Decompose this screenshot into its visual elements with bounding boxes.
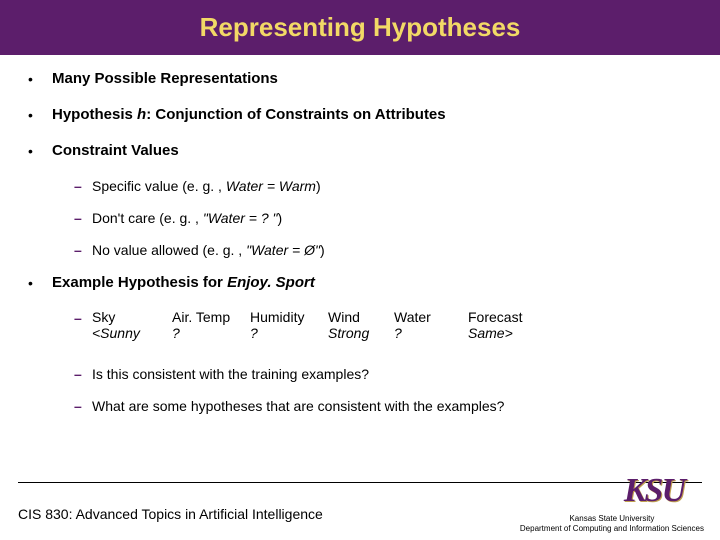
- bullet-item: • Hypothesis h: Conjunction of Constrain…: [28, 105, 692, 125]
- footer-affiliation: Kansas State University Department of Co…: [520, 514, 704, 534]
- slide-footer: KSU CIS 830: Advanced Topics in Artifici…: [0, 482, 720, 540]
- sub-bullet-item: – Is this consistent with the training e…: [74, 365, 692, 383]
- bullet-item: • Many Possible Representations: [28, 69, 692, 89]
- slide-title: Representing Hypotheses: [0, 12, 720, 43]
- bullet-text: Constraint Values: [52, 141, 179, 161]
- sub-bullet-item: – Specific value (e. g. , Water = Warm): [74, 177, 692, 195]
- bullet-text: Hypothesis h: Conjunction of Constraints…: [52, 105, 446, 125]
- footer-course: CIS 830: Advanced Topics in Artificial I…: [18, 506, 323, 522]
- footer-uni: Kansas State University: [520, 514, 704, 524]
- bullet-text: Many Possible Representations: [52, 69, 278, 89]
- text-span: Hypothesis: [52, 106, 137, 123]
- attr-value: ?: [172, 325, 250, 341]
- bullet-text: Example Hypothesis for Enjoy. Sport: [52, 273, 315, 293]
- slide-content: • Many Possible Representations • Hypoth…: [0, 55, 720, 415]
- sub-marker: –: [74, 365, 92, 383]
- attr-header: Humidity: [250, 309, 328, 325]
- bullet-marker: •: [28, 105, 52, 125]
- sub-marker: –: [74, 309, 92, 355]
- attr-header: Wind: [328, 309, 394, 325]
- text-span: Specific value (e. g. ,: [92, 178, 226, 194]
- title-bar: Representing Hypotheses: [0, 0, 720, 55]
- attr-header-row: Sky Air. Temp Humidity Wind Water Foreca…: [92, 309, 548, 325]
- attr-value: Strong: [328, 325, 394, 341]
- attr-header: Water: [394, 309, 468, 325]
- sub-text: Is this consistent with the training exa…: [92, 365, 369, 383]
- text-span: ): [320, 242, 325, 258]
- footer-divider: [18, 482, 702, 483]
- sub-bullet-item: – No value allowed (e. g. , "Water = Ø"): [74, 241, 692, 259]
- bullet-item: • Example Hypothesis for Enjoy. Sport: [28, 273, 692, 293]
- sub-marker: –: [74, 177, 92, 195]
- text-span: ): [316, 178, 321, 194]
- sub-bullet-item: – What are some hypotheses that are cons…: [74, 397, 692, 415]
- sub-marker: –: [74, 397, 92, 415]
- attr-header: Air. Temp: [172, 309, 250, 325]
- attr-grid: Sky Air. Temp Humidity Wind Water Foreca…: [92, 309, 548, 341]
- text-em: h: [137, 106, 146, 123]
- bullet-marker: •: [28, 69, 52, 89]
- sub-text: Don't care (e. g. , "Water = ? "): [92, 209, 282, 227]
- text-em: "Water = ? ": [203, 210, 278, 226]
- text-em: Enjoy. Sport: [227, 274, 315, 291]
- attr-value: <Sunny: [92, 325, 172, 341]
- attribute-table: – Sky Air. Temp Humidity Wind Water Fore…: [28, 309, 692, 355]
- text-span: ): [278, 210, 283, 226]
- attr-header: Forecast: [468, 309, 548, 325]
- attr-value-row: <Sunny ? ? Strong ? Same>: [92, 325, 548, 341]
- footer-dept: Department of Computing and Information …: [520, 524, 704, 534]
- text-em: Water = Warm: [226, 178, 316, 194]
- sub-text: Specific value (e. g. , Water = Warm): [92, 177, 321, 195]
- text-span: : Conjunction of Constraints on Attribut…: [146, 106, 445, 123]
- bullet-item: • Constraint Values: [28, 141, 692, 161]
- text-span: Don't care (e. g. ,: [92, 210, 203, 226]
- ksu-logo: KSU: [624, 472, 684, 510]
- bullet-marker: •: [28, 141, 52, 161]
- sub-marker: –: [74, 241, 92, 259]
- bullet-marker: •: [28, 273, 52, 293]
- attr-header: Sky: [92, 309, 172, 325]
- attr-value: ?: [394, 325, 468, 341]
- sub-bullet-item: – Don't care (e. g. , "Water = ? "): [74, 209, 692, 227]
- attr-value: ?: [250, 325, 328, 341]
- text-em: "Water = Ø": [246, 242, 320, 258]
- sub-marker: –: [74, 209, 92, 227]
- text-span: No value allowed (e. g. ,: [92, 242, 246, 258]
- sub-text: No value allowed (e. g. , "Water = Ø"): [92, 241, 325, 259]
- text-span: Example Hypothesis for: [52, 274, 227, 291]
- attr-value: Same>: [468, 325, 548, 341]
- sub-text: What are some hypotheses that are consis…: [92, 397, 504, 415]
